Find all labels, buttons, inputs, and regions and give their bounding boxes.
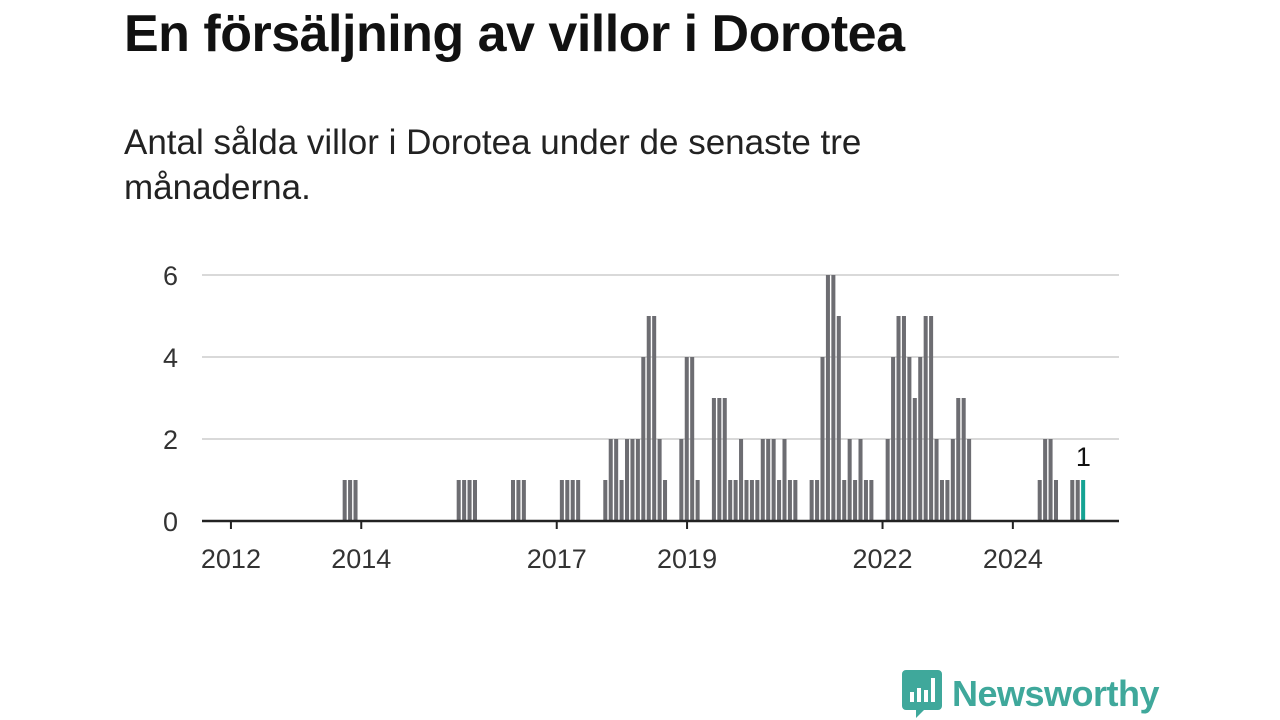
bar [635, 439, 640, 521]
bar [961, 398, 966, 521]
bar [619, 480, 624, 521]
bar [521, 480, 526, 521]
bar [695, 480, 700, 521]
bar [608, 439, 613, 521]
bar [663, 480, 668, 521]
bar [809, 480, 814, 521]
x-tick-label: 2024 [983, 544, 1043, 574]
bar-chart: 0 2 4 6 2012 2014 2017 2019 2022 2024 1 [163, 261, 1119, 574]
x-tick-label: 2017 [527, 544, 587, 574]
bar [614, 439, 619, 521]
newsworthy-logo-icon [902, 670, 942, 718]
bar [711, 398, 716, 521]
bar [717, 398, 722, 521]
bar [820, 357, 825, 521]
y-tick-label: 6 [163, 261, 178, 291]
newsworthy-logo: Newsworthy [902, 670, 1160, 718]
last-value-label: 1 [1076, 442, 1091, 472]
bar [891, 357, 896, 521]
bar [565, 480, 570, 521]
x-tick-label: 2014 [331, 544, 391, 574]
bar [652, 316, 657, 521]
y-tick-label: 2 [163, 425, 178, 455]
bar [510, 480, 516, 521]
bar [625, 439, 630, 521]
bar [641, 357, 646, 521]
x-tick-label: 2012 [201, 544, 261, 574]
bar [722, 398, 727, 521]
bar [842, 480, 847, 521]
bar [1053, 480, 1059, 521]
x-tick-label: 2019 [657, 544, 717, 574]
bar [858, 439, 863, 521]
bar [771, 439, 776, 521]
bar [929, 316, 934, 521]
bar [836, 316, 841, 521]
bar [755, 480, 760, 521]
bar [760, 439, 765, 521]
bar [646, 316, 651, 521]
bar [766, 439, 771, 521]
bar [896, 316, 901, 521]
bar [934, 439, 939, 521]
bar [1048, 439, 1053, 521]
bar [576, 480, 581, 521]
y-tick-label: 0 [163, 507, 178, 537]
bar [353, 480, 358, 521]
bar-highlight [1081, 480, 1086, 521]
newsworthy-logo-text: Newsworthy [952, 673, 1160, 714]
bar [749, 480, 754, 521]
chart-title: En försäljning av villor i Dorotea [124, 5, 905, 63]
bar [923, 316, 928, 521]
bar [1037, 480, 1042, 521]
bar [815, 480, 820, 521]
bar [912, 398, 917, 521]
bar [657, 439, 662, 521]
bar [782, 439, 787, 521]
bar [516, 480, 521, 521]
bar [1070, 480, 1075, 521]
bar [863, 480, 868, 521]
bar [869, 480, 874, 521]
bar [739, 439, 744, 521]
bar [793, 480, 798, 521]
bar [956, 398, 961, 521]
bar [342, 480, 347, 521]
bar [744, 480, 749, 521]
bar [456, 480, 461, 521]
bar [907, 357, 912, 521]
bar [462, 480, 467, 521]
bar [787, 480, 792, 521]
bar [901, 316, 906, 521]
bar [1075, 480, 1080, 521]
bar [559, 480, 564, 521]
bar [679, 439, 684, 521]
bar [847, 439, 852, 521]
bar [825, 275, 830, 521]
bar [918, 357, 923, 521]
bar [733, 480, 738, 521]
bar [684, 357, 689, 521]
bar [967, 439, 972, 521]
bar [853, 480, 858, 521]
bar [348, 480, 353, 521]
bar [472, 480, 477, 521]
bar [885, 439, 890, 521]
bar [777, 480, 782, 521]
y-tick-label: 4 [163, 343, 178, 373]
bar [945, 480, 950, 521]
bar [831, 275, 836, 521]
bar [690, 357, 695, 521]
bar [728, 480, 733, 521]
bar [939, 480, 944, 521]
bar [603, 480, 608, 521]
bar [950, 439, 955, 521]
chart-subtitle: Antal sålda villor i Dorotea under de se… [124, 123, 862, 207]
bar [570, 480, 575, 521]
x-tick-label: 2022 [852, 544, 912, 574]
bar [1043, 439, 1048, 521]
bar [467, 480, 472, 521]
bar [630, 439, 635, 521]
